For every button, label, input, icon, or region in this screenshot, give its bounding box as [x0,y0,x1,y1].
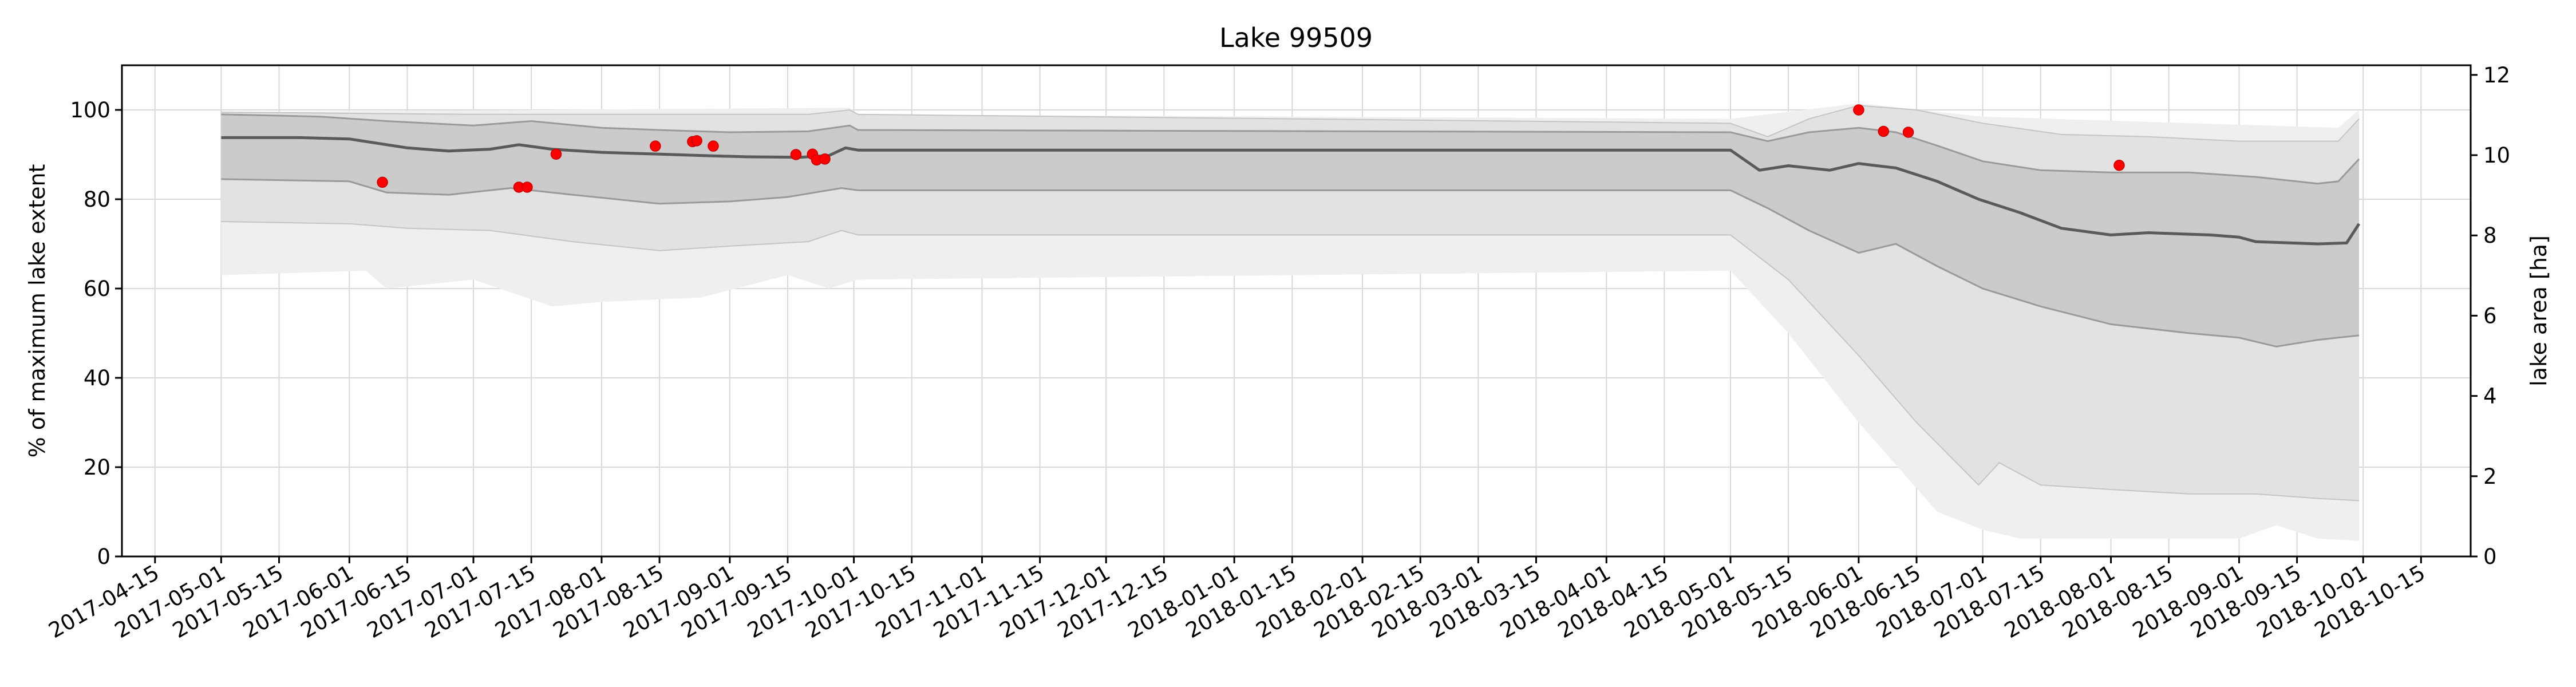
observation-point [2113,159,2125,171]
y-tick-label: 80 [84,187,110,212]
observation-point [650,140,661,152]
observation-point [1853,104,1864,116]
y-tick-label: 60 [84,277,110,301]
y2-tick-label: 0 [2483,544,2497,569]
observation-point [1878,125,1889,137]
observation-point [708,140,719,152]
observation-points [377,104,2125,193]
y-tick-label: 0 [97,544,110,569]
y-tick-label: 40 [84,366,110,390]
y2-tick-label: 4 [2483,384,2497,409]
middle-band-lower-edge [221,221,2360,502]
chart-title: Lake 99509 [1219,22,1373,53]
observation-point [550,148,562,160]
inner-band-upper-edge [221,113,2360,185]
y-axis-label: % of maximum lake extent [25,164,50,458]
y2-tick-label: 2 [2483,464,2497,489]
observation-point [691,135,702,147]
x-axis: 2017-04-152017-05-012017-05-152017-06-01… [45,556,2429,643]
median-line [221,136,2361,246]
observation-point [377,176,388,188]
y-tick-label: 100 [70,98,110,123]
y-tick-label: 20 [84,455,110,480]
observation-point [819,153,831,165]
observation-point [1902,127,1914,138]
y-axis-left: 0 20 40 60 80 100 [70,98,122,569]
median-line-group [221,136,2361,246]
observation-point [521,181,533,193]
middle-band-upper-edge [221,105,2360,142]
y2-tick-label: 12 [2483,63,2510,88]
inner-percentile-band [221,114,2360,347]
percentile-bands [221,103,2360,541]
plot-frame [121,64,2472,558]
y2-tick-label: 10 [2483,143,2510,168]
observation-point [790,149,802,160]
y2-axis-label: lake area [ha] [2526,235,2551,386]
y2-tick-label: 6 [2483,303,2497,328]
y-axis-right: 0 2 4 6 8 10 12 [2471,63,2510,569]
inner-band-lower-edge [221,178,2360,348]
y2-tick-label: 8 [2483,223,2497,248]
